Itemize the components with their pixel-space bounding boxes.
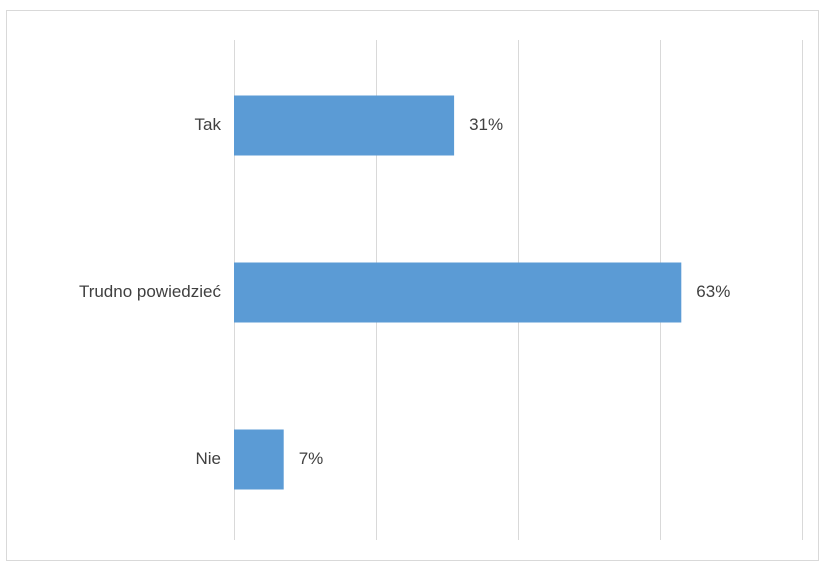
- bars: [234, 95, 682, 490]
- data-labels: 31% 63% 7%: [299, 115, 731, 468]
- data-label: 63%: [696, 282, 730, 301]
- bar: [234, 429, 284, 490]
- bar: [234, 262, 682, 323]
- category-labels: Tak Trudno powiedzieć Nie: [79, 115, 222, 468]
- bar: [234, 95, 455, 156]
- category-label: Nie: [195, 449, 221, 468]
- category-label: Tak: [195, 115, 222, 134]
- category-label: Trudno powiedzieć: [79, 282, 222, 301]
- data-label: 7%: [299, 449, 324, 468]
- data-label: 31%: [469, 115, 503, 134]
